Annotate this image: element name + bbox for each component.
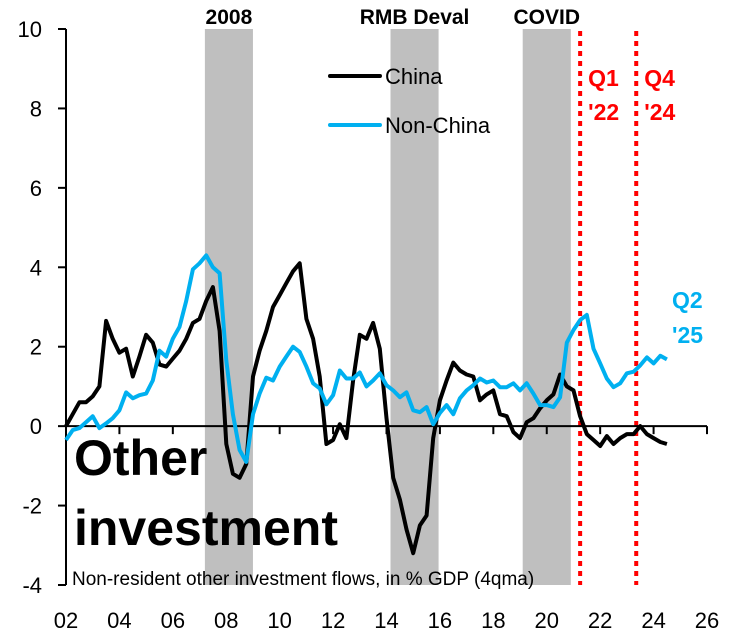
shaded-period-2 <box>522 29 571 585</box>
shaded-period-label: COVID <box>513 6 580 29</box>
shaded-period-label: 2008 <box>206 6 253 29</box>
vertical-marker-label: '24 <box>644 99 675 125</box>
x-tick-label: 20 <box>535 608 559 633</box>
shaded-periods <box>204 29 571 585</box>
vertical-marker-label: Q1 <box>588 65 619 91</box>
y-tick-label: 4 <box>30 255 42 280</box>
series-line-non-china <box>64 253 668 464</box>
vertical-markers: Q1 '22 Q4 '24 <box>578 31 675 585</box>
x-tick-label: 12 <box>321 608 345 633</box>
series-lines <box>64 253 668 556</box>
legend-label-china: China <box>385 64 443 89</box>
x-tick-label: 18 <box>481 608 505 633</box>
end-annotation: Q2 '25 <box>672 287 703 348</box>
x-tick-label: 04 <box>107 608 131 633</box>
chart-title-line2: investment <box>74 500 338 556</box>
x-tick-label: 26 <box>695 608 719 633</box>
vertical-marker-label: '22 <box>588 99 619 125</box>
legend: China Non-China <box>328 64 491 138</box>
shaded-period-label: RMB Deval <box>360 6 470 29</box>
x-tick-label: 06 <box>161 608 185 633</box>
vertical-marker-label: Q4 <box>644 65 675 91</box>
shaded-period-labels: 2008 RMB Deval COVID <box>206 6 580 29</box>
y-tick-label: 0 <box>30 414 42 439</box>
end-annotation-line1: Q2 <box>672 287 703 313</box>
x-tick-label: 14 <box>374 608 398 633</box>
chart-title-line1: Other <box>74 430 207 486</box>
x-tick-label: 24 <box>641 608 665 633</box>
chart-subtitle: Non-resident other investment flows, in … <box>72 569 534 590</box>
y-tick-label: -2 <box>22 494 42 519</box>
y-tick-label: 6 <box>30 176 42 201</box>
y-tick-label: 10 <box>18 17 42 42</box>
series-line-china <box>64 261 668 556</box>
legend-label-non-china: Non-China <box>385 113 491 138</box>
y-tick-label: 2 <box>30 335 42 360</box>
x-tick-label: 16 <box>428 608 452 633</box>
x-tick-label: 10 <box>267 608 291 633</box>
x-tick-label: 22 <box>588 608 612 633</box>
x-tick-label: 08 <box>214 608 238 633</box>
y-tick-label: 8 <box>30 96 42 121</box>
end-annotation-line2: '25 <box>672 322 703 348</box>
shaded-period-0 <box>204 29 253 585</box>
x-tick-label: 02 <box>54 608 78 633</box>
y-tick-label: -4 <box>22 573 42 598</box>
